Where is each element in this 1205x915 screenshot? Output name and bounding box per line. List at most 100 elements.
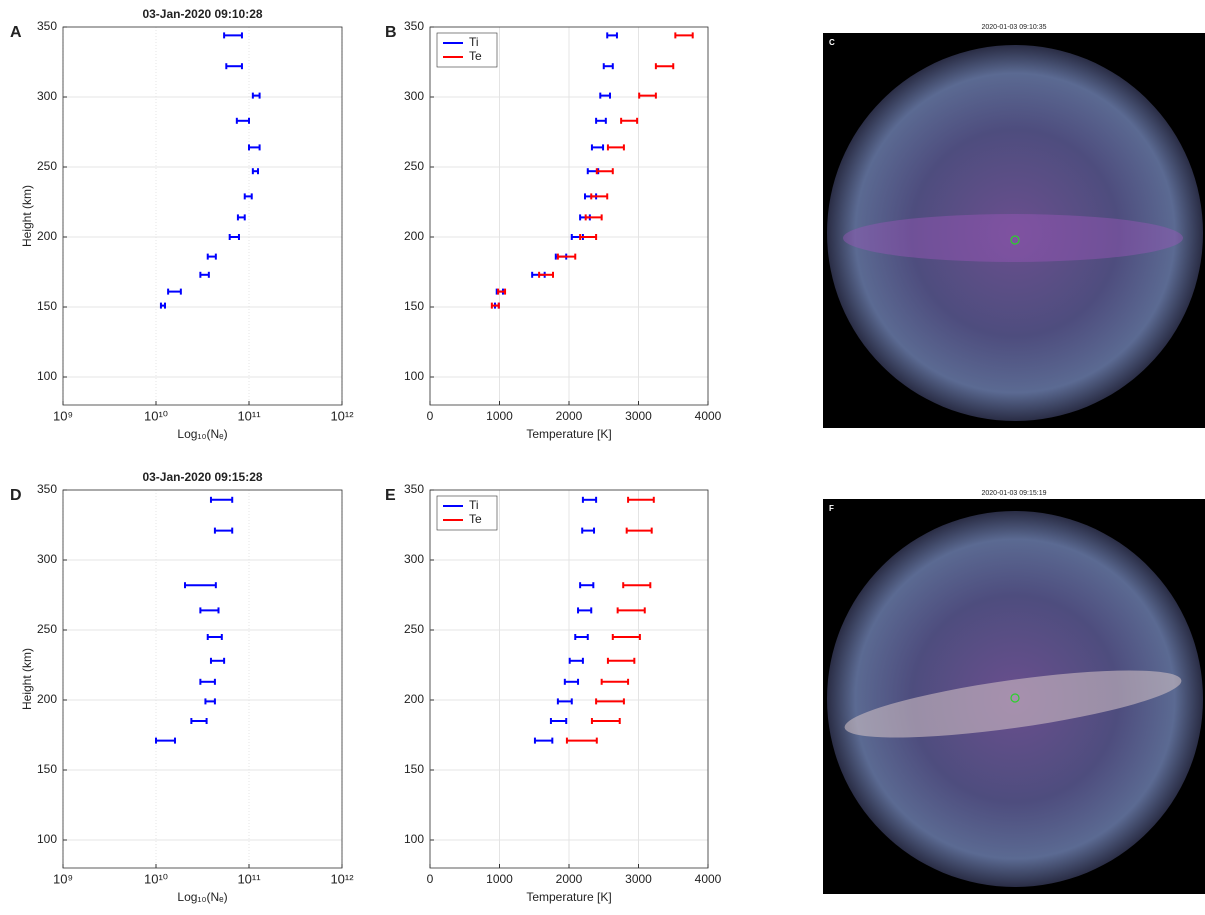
error-bar xyxy=(584,214,603,221)
x-tick-label: 10¹² xyxy=(330,408,354,423)
y-tick-label: 250 xyxy=(37,159,57,173)
x-tick-label: 10¹⁰ xyxy=(144,871,168,886)
error-bar xyxy=(579,234,598,240)
x-tick-label: 10⁹ xyxy=(53,408,73,423)
x-tick-label: 10¹² xyxy=(330,871,354,886)
error-bar xyxy=(606,32,618,39)
y-tick-label: 350 xyxy=(37,482,57,496)
error-bar xyxy=(581,527,596,534)
error-bar xyxy=(235,117,250,124)
error-bar xyxy=(638,92,657,99)
error-bar xyxy=(581,496,598,503)
y-tick-label: 300 xyxy=(37,89,57,103)
error-bar xyxy=(574,634,589,640)
error-bar xyxy=(497,288,507,295)
axes-frame xyxy=(429,489,709,869)
y-tick-label: 300 xyxy=(404,89,424,103)
error-bar xyxy=(674,32,694,39)
error-bar xyxy=(199,607,220,614)
error-bar xyxy=(236,214,246,221)
sky-dome xyxy=(827,45,1203,421)
error-bar xyxy=(206,634,223,640)
x-tick-label: 0 xyxy=(427,872,434,886)
panel-label: E xyxy=(385,487,396,504)
error-bar xyxy=(533,737,554,744)
y-tick-label: 150 xyxy=(37,762,57,776)
x-tick-label: 1000 xyxy=(486,872,513,886)
error-bar xyxy=(563,678,580,685)
error-bar xyxy=(549,718,568,724)
legend-label: Ti xyxy=(469,35,479,49)
error-bar xyxy=(568,657,584,664)
legend-box xyxy=(436,495,498,531)
x-tick-label: 0 xyxy=(427,409,434,423)
error-bar xyxy=(209,496,234,503)
y-tick-label: 200 xyxy=(37,692,57,706)
panel-label: A xyxy=(10,24,22,41)
x-tick-label: 4000 xyxy=(695,409,722,423)
y-tick-label: 100 xyxy=(37,832,57,846)
y-tick-label: 350 xyxy=(404,19,424,33)
legend-label: Te xyxy=(469,49,482,63)
error-bar xyxy=(595,698,625,705)
error-bar xyxy=(606,144,625,151)
y-tick-label: 350 xyxy=(37,19,57,33)
axes-frame xyxy=(62,26,343,406)
y-tick-label: 200 xyxy=(404,229,424,243)
error-bar xyxy=(490,302,500,309)
y-axis-label: Height (km) xyxy=(20,185,34,247)
plot-area xyxy=(63,27,342,405)
chart-title: 03-Jan-2020 09:15:28 xyxy=(142,470,262,484)
y-tick-label: 100 xyxy=(404,369,424,383)
error-bar xyxy=(600,678,630,685)
panel-label: C xyxy=(829,38,835,47)
error-bar xyxy=(190,718,208,724)
x-tick-label: 10⁹ xyxy=(53,871,73,886)
error-bar xyxy=(579,582,595,589)
x-tick-label: 10¹¹ xyxy=(237,408,261,423)
error-bar xyxy=(622,582,652,589)
error-bar xyxy=(155,737,176,744)
error-bar xyxy=(620,117,639,124)
error-bar xyxy=(611,634,641,640)
error-bar xyxy=(213,527,234,534)
x-tick-label: 3000 xyxy=(625,409,652,423)
y-tick-label: 150 xyxy=(37,299,57,313)
error-bar xyxy=(590,193,609,200)
error-bar xyxy=(183,582,217,589)
y-tick-label: 250 xyxy=(37,622,57,636)
y-tick-label: 150 xyxy=(404,299,424,313)
y-tick-label: 150 xyxy=(404,762,424,776)
error-bar xyxy=(251,168,260,175)
legend-label: Ti xyxy=(469,498,479,512)
error-bar xyxy=(565,737,598,744)
error-bar xyxy=(590,144,605,151)
error-bar xyxy=(251,92,261,99)
error-bar xyxy=(199,678,216,685)
error-bar xyxy=(204,698,216,705)
axes-frame xyxy=(429,26,709,406)
error-bar xyxy=(248,144,261,151)
error-bar xyxy=(654,63,675,70)
y-axis-label: Height (km) xyxy=(20,648,34,710)
x-tick-label: 10¹⁰ xyxy=(144,408,168,423)
error-bar xyxy=(627,496,655,503)
x-tick-label: 4000 xyxy=(695,872,722,886)
y-tick-label: 250 xyxy=(404,622,424,636)
y-tick-label: 100 xyxy=(37,369,57,383)
image-title: 2020-01-03 09:15:19 xyxy=(982,490,1047,497)
error-bar xyxy=(577,607,593,614)
error-bar xyxy=(590,718,621,724)
error-bar xyxy=(228,234,240,240)
error-bar xyxy=(556,698,573,705)
error-bar xyxy=(159,302,167,309)
x-axis-label: Temperature [K] xyxy=(526,890,611,904)
error-bar xyxy=(167,288,182,295)
error-bar xyxy=(556,253,577,260)
error-bar xyxy=(602,63,614,70)
y-tick-label: 300 xyxy=(37,552,57,566)
legend-box xyxy=(436,32,498,68)
x-tick-label: 2000 xyxy=(556,409,583,423)
axes-frame xyxy=(62,489,343,869)
